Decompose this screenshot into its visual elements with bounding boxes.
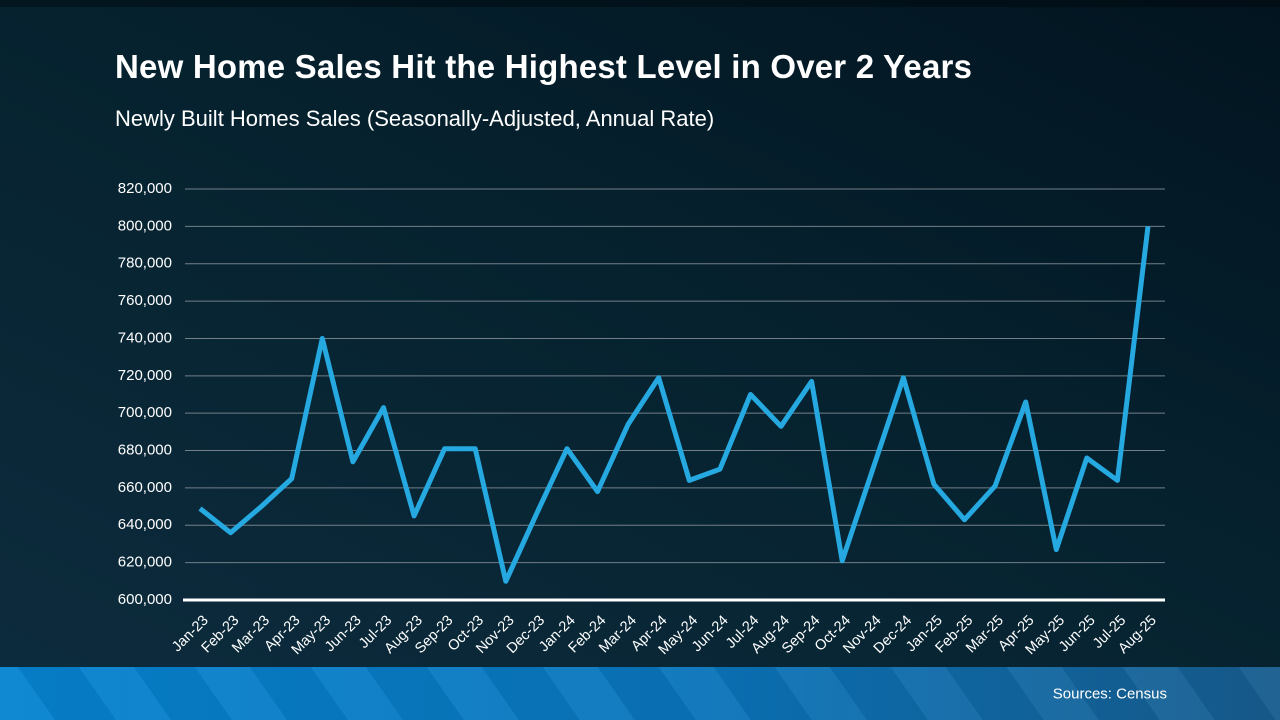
x-tick-label: Sep-23 (412, 613, 456, 657)
y-tick-label: 720,000 (118, 367, 172, 384)
x-tick-label: Nov-24 (840, 613, 884, 657)
x-tick-label: Aug-23 (382, 613, 426, 657)
y-tick-label: 640,000 (118, 516, 172, 533)
source-label: Sources: Census (1052, 685, 1167, 702)
x-tick-label: Apr-25 (995, 613, 1037, 655)
x-tick-label: Dec-24 (871, 613, 915, 657)
x-tick-label: May-24 (656, 613, 702, 659)
y-tick-label: 600,000 (118, 591, 172, 608)
x-tick-label: May-25 (1023, 613, 1069, 659)
x-tick-label: Jan-23 (169, 613, 212, 656)
y-tick-label: 800,000 (118, 217, 172, 234)
y-tick-label: 660,000 (118, 479, 172, 496)
y-tick-label: 780,000 (118, 255, 172, 272)
x-tick-label: Jan-24 (536, 613, 579, 656)
top-edge-shadow (0, 0, 1280, 7)
x-tick-label: Oct-23 (445, 613, 487, 655)
chart-title: New Home Sales Hit the Highest Level in … (115, 48, 973, 85)
sales-line (198, 226, 1151, 584)
x-tick-label: Jul-23 (356, 613, 395, 652)
footer-bar: Sources: Census (0, 667, 1280, 720)
x-tick-label: Sep-24 (779, 613, 823, 657)
x-tick-label: Jun-23 (322, 613, 365, 656)
x-tick-label: Jul-24 (723, 613, 762, 652)
x-tick-label: Jun-24 (689, 613, 732, 656)
x-tick-label: Mar-24 (596, 613, 640, 657)
x-tick-label: Mar-23 (229, 613, 273, 657)
x-tick-label: Aug-25 (1115, 613, 1159, 657)
x-tick-label: Apr-23 (261, 613, 303, 655)
x-tick-label: Feb-24 (566, 613, 610, 657)
x-tick-label: Dec-23 (504, 613, 548, 657)
x-tick-label: Nov-23 (473, 613, 517, 657)
x-tick-label: May-23 (289, 613, 335, 659)
y-tick-label: 820,000 (118, 180, 172, 197)
x-tick-label: Feb-23 (199, 613, 243, 657)
chart-subtitle: Newly Built Homes Sales (Seasonally-Adju… (115, 106, 715, 131)
y-tick-label: 740,000 (118, 329, 172, 346)
y-tick-label: 700,000 (118, 404, 172, 421)
x-tick-label: Jun-25 (1056, 613, 1099, 656)
x-tick-label: Apr-24 (628, 613, 670, 655)
y-tick-label: 620,000 (118, 554, 172, 571)
x-tick-label: Feb-25 (933, 613, 977, 657)
x-tick-label: Jul-25 (1090, 613, 1129, 652)
x-tick-label: Jan-25 (903, 613, 946, 656)
x-tick-label: Oct-24 (812, 613, 854, 655)
y-tick-label: 680,000 (118, 442, 172, 459)
x-tick-label: Aug-24 (748, 613, 792, 657)
y-tick-label: 760,000 (118, 292, 172, 309)
x-tick-label: Mar-25 (963, 613, 1007, 657)
